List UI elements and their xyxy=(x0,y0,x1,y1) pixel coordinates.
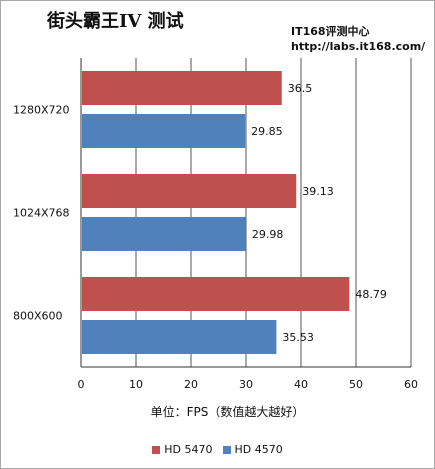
bar-hd-5470-1280X720 xyxy=(82,71,282,105)
category-label-800X600: 800X600 xyxy=(13,310,63,323)
data-label-hd-4570-1024X768: 29.98 xyxy=(252,228,284,241)
legend-swatch xyxy=(152,445,161,454)
x-tick-label-10: 10 xyxy=(129,378,143,391)
data-label-hd-5470-1280X720: 36.5 xyxy=(288,82,313,95)
data-label-hd-4570-1280X720: 29.85 xyxy=(251,125,282,138)
watermark-line-1: IT168评测中心 xyxy=(291,25,370,38)
category-label-1024X768: 1024X768 xyxy=(13,207,70,220)
legend-label: HD 5470 xyxy=(164,443,213,456)
bar-hd-4570-800X600 xyxy=(82,320,277,354)
x-tick-label-60: 60 xyxy=(404,378,418,391)
data-label-hd-5470-800X600: 48.79 xyxy=(355,288,387,301)
chart-title: 街头霸王IV 测试 xyxy=(47,11,184,32)
x-tick-label-0: 0 xyxy=(78,378,85,391)
x-tick-label-30: 30 xyxy=(239,378,253,391)
watermark-line-2: http://labs.it168.com/ xyxy=(291,40,426,53)
x-tick-label-40: 40 xyxy=(294,378,308,391)
bar-hd-5470-800X600 xyxy=(82,277,350,311)
legend-item-hd-5470: HD 5470 xyxy=(152,443,213,456)
data-label-hd-5470-1024X768: 39.13 xyxy=(302,185,334,198)
x-tick-label-50: 50 xyxy=(349,378,363,391)
bar-hd-4570-1280X720 xyxy=(82,114,246,148)
bar-hd-4570-1024X768 xyxy=(82,217,246,251)
x-tick-label-20: 20 xyxy=(184,378,198,391)
data-label-hd-4570-800X600: 35.53 xyxy=(282,331,314,344)
bar-hd-5470-1024X768 xyxy=(82,174,297,208)
legend: HD 5470 HD 4570 xyxy=(1,443,434,456)
legend-label: HD 4570 xyxy=(234,443,283,456)
legend-item-hd-4570: HD 4570 xyxy=(222,443,283,456)
x-axis-label: 单位：FPS（数值越大越好） xyxy=(150,405,305,419)
legend-swatch xyxy=(222,445,231,454)
category-label-1280X720: 1280X720 xyxy=(13,104,70,117)
